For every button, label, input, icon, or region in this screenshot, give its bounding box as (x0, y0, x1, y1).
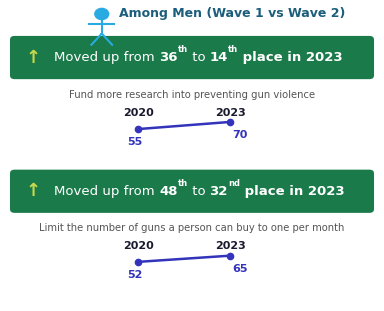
Text: 14: 14 (210, 51, 228, 64)
Text: 55: 55 (127, 137, 142, 147)
FancyBboxPatch shape (10, 36, 374, 79)
Text: ↑: ↑ (25, 182, 41, 200)
Text: 48: 48 (159, 185, 177, 198)
Text: place in 2023: place in 2023 (240, 185, 344, 198)
Text: th: th (177, 179, 188, 188)
Text: Moved up from: Moved up from (54, 51, 159, 64)
Text: th: th (228, 45, 238, 54)
Text: 70: 70 (232, 130, 248, 140)
Text: nd: nd (228, 179, 240, 188)
Text: 2023: 2023 (215, 108, 246, 118)
Text: 2023: 2023 (215, 241, 246, 251)
FancyBboxPatch shape (10, 170, 374, 213)
Text: Fund more research into preventing gun violence: Fund more research into preventing gun v… (69, 90, 315, 100)
Text: ↑: ↑ (25, 49, 41, 67)
Text: Limit the number of guns a person can buy to one per month: Limit the number of guns a person can bu… (39, 223, 345, 233)
Text: Among Men (Wave 1 vs Wave 2): Among Men (Wave 1 vs Wave 2) (119, 7, 346, 21)
Text: 2020: 2020 (123, 108, 154, 118)
Text: Moved up from: Moved up from (54, 185, 159, 198)
Text: to: to (188, 51, 210, 64)
Text: to: to (188, 185, 210, 198)
Text: 36: 36 (159, 51, 177, 64)
Text: place in 2023: place in 2023 (238, 51, 343, 64)
Text: th: th (177, 45, 188, 54)
Text: 2020: 2020 (123, 241, 154, 251)
Text: 52: 52 (127, 270, 142, 280)
Text: 65: 65 (232, 264, 248, 274)
Circle shape (95, 8, 109, 20)
Text: 32: 32 (210, 185, 228, 198)
